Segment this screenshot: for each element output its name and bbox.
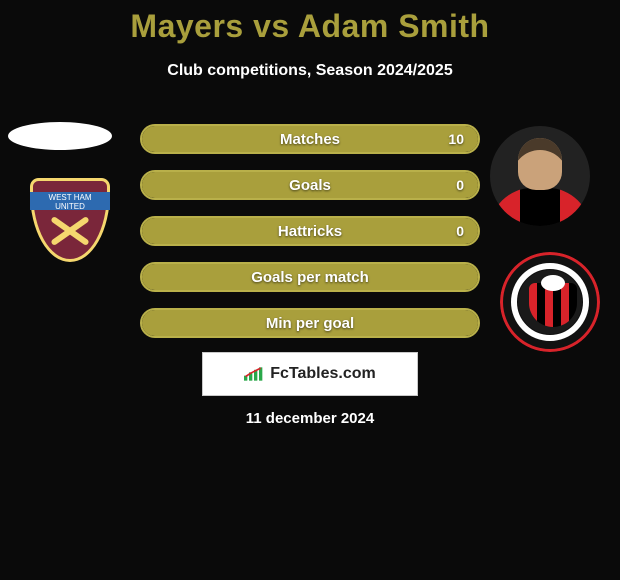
page-title: Mayers vs Adam Smith (0, 8, 620, 45)
stat-label: Hattricks (278, 223, 342, 240)
stat-label: Goals (289, 177, 331, 194)
brand-text: FcTables.com (270, 365, 376, 383)
player-right-avatar (490, 126, 590, 226)
comparison-card: Mayers vs Adam Smith Club competitions, … (0, 0, 620, 580)
club-right-crest (500, 252, 600, 352)
stat-row-min-per-goal: Min per goal (140, 308, 480, 338)
date-text: 11 december 2024 (0, 410, 620, 427)
stat-right-value: 0 (456, 223, 464, 239)
stat-label: Min per goal (266, 315, 354, 332)
bar-chart-icon (244, 367, 264, 381)
stat-row-hattricks: Hattricks 0 (140, 216, 480, 246)
stat-right-value: 0 (456, 177, 464, 193)
brand-box[interactable]: FcTables.com (202, 352, 418, 396)
stat-label: Goals per match (251, 269, 369, 286)
club-left-label-bottom: UNITED (55, 202, 85, 211)
player-left-avatar (8, 122, 112, 150)
stat-row-goals: Goals 0 (140, 170, 480, 200)
club-left-crest: WEST HAM UNITED (20, 178, 120, 262)
subtitle: Club competitions, Season 2024/2025 (0, 62, 620, 80)
westham-crest: WEST HAM UNITED (20, 178, 120, 262)
stat-right-value: 10 (448, 131, 464, 147)
stat-row-goals-per-match: Goals per match (140, 262, 480, 292)
club-left-label-top: WEST HAM (49, 193, 92, 202)
stat-label: Matches (280, 131, 340, 148)
bournemouth-crest (500, 252, 600, 352)
stat-row-matches: Matches 10 (140, 124, 480, 154)
